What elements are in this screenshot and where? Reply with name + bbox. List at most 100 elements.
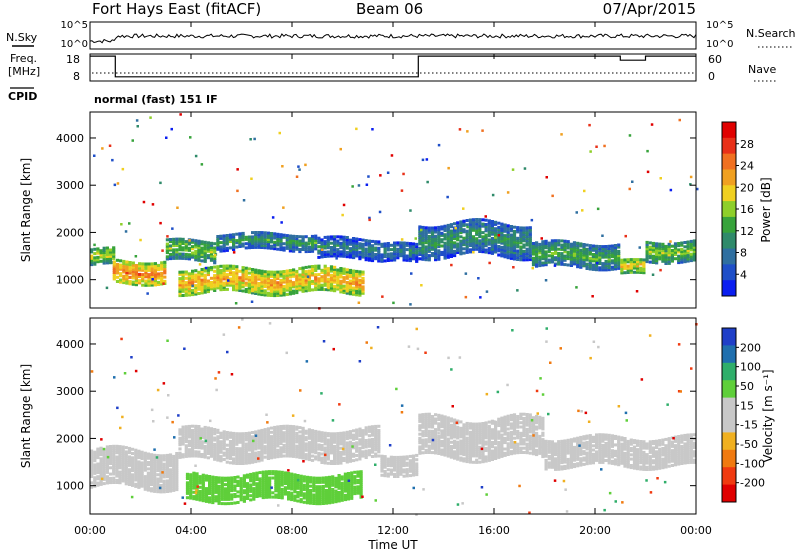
heatmap-cell <box>266 246 270 250</box>
heatmap-cell <box>337 495 341 499</box>
heatmap-cell <box>336 436 340 440</box>
heatmap-cell <box>134 482 138 486</box>
heatmap-cell <box>355 447 359 451</box>
heatmap-cell <box>661 247 665 250</box>
heatmap-cell <box>112 468 116 472</box>
heatmap-cell <box>314 457 318 461</box>
heatmap-cell <box>377 257 381 261</box>
heatmap-cell <box>424 236 428 240</box>
heatmap-cell <box>225 443 229 447</box>
heatmap-cell <box>669 188 673 192</box>
heatmap-cell <box>194 441 198 445</box>
heatmap-cell <box>159 454 163 458</box>
heatmap-cell <box>421 247 425 251</box>
heatmap-cell <box>340 486 344 490</box>
heatmap-cell <box>320 452 324 456</box>
heatmap-cell <box>680 250 684 253</box>
heatmap-cell <box>535 256 539 260</box>
heatmap-cell <box>427 235 431 238</box>
heatmap-cell <box>595 145 598 148</box>
heatmap-cell <box>192 490 196 494</box>
heatmap-cell <box>456 432 460 436</box>
heatmap-cell <box>194 243 198 247</box>
heatmap-cell <box>232 279 236 283</box>
heatmap-cell <box>494 237 498 241</box>
heatmap-cell <box>399 455 403 459</box>
heatmap-cell <box>223 495 227 499</box>
heatmap-cell <box>276 287 280 291</box>
heatmap-cell <box>187 253 191 257</box>
heatmap-cell <box>197 287 201 291</box>
heatmap-cell <box>206 285 210 289</box>
heatmap-cell <box>112 444 116 448</box>
heatmap-cell <box>222 445 226 449</box>
heatmap-cell <box>93 258 97 262</box>
heatmap-cell <box>118 472 122 476</box>
heatmap-cell <box>261 483 265 487</box>
heatmap-cell <box>337 482 341 486</box>
heatmap-cell <box>150 474 154 478</box>
heatmap-cell <box>393 254 397 258</box>
heatmap-cell <box>569 261 573 265</box>
heatmap-cell <box>298 267 302 271</box>
heatmap-cell <box>307 280 311 284</box>
heatmap-cell <box>336 455 340 459</box>
heatmap-cell <box>153 458 157 461</box>
heatmap-cell <box>509 252 513 256</box>
heatmap-cell <box>582 253 586 257</box>
heatmap-cell <box>374 427 378 430</box>
heatmap-cell <box>620 258 624 262</box>
heatmap-cell <box>191 280 195 284</box>
heatmap-cell <box>225 287 229 291</box>
heatmap-cell <box>159 484 163 487</box>
heatmap-cell <box>184 252 188 256</box>
heatmap-cell <box>500 245 504 249</box>
heatmap-cell <box>216 280 220 283</box>
heatmap-cell <box>112 264 116 268</box>
heatmap-cell <box>140 482 144 486</box>
heatmap-cell <box>298 434 302 438</box>
heatmap-cell <box>402 462 406 465</box>
heatmap-cell <box>203 451 207 455</box>
heatmap-cell <box>411 253 416 257</box>
heatmap-cell <box>276 429 280 433</box>
heatmap-cell <box>260 439 264 443</box>
heatmap-cell <box>342 452 346 456</box>
heatmap-cell <box>112 252 116 256</box>
heatmap-cell <box>348 268 352 272</box>
heatmap-cell <box>213 246 217 250</box>
heatmap-cell <box>255 484 259 488</box>
heatmap-cell <box>576 243 580 247</box>
heatmap-cell <box>200 287 204 291</box>
heatmap-cell <box>260 456 264 460</box>
heatmap-cell <box>260 239 264 243</box>
heatmap-cell <box>475 245 479 249</box>
heatmap-cell <box>329 280 334 284</box>
heatmap-cell <box>247 244 251 247</box>
heatmap-cell <box>252 472 256 476</box>
heatmap-cell <box>200 431 204 435</box>
heatmap-cell <box>254 239 258 243</box>
heatmap-cell <box>172 244 176 248</box>
heatmap-cell <box>236 168 239 171</box>
heatmap-cell <box>137 471 141 474</box>
heatmap-cell <box>233 476 237 479</box>
heatmap-cell <box>321 487 325 491</box>
heatmap-cell <box>189 486 193 489</box>
heatmap-cell <box>153 477 157 481</box>
heatmap-cell <box>112 453 116 457</box>
heatmap-cell <box>153 272 157 276</box>
heatmap-cell <box>317 281 321 285</box>
heatmap-cell <box>465 453 469 457</box>
heatmap-cell <box>206 430 210 434</box>
heatmap-cell <box>124 467 128 471</box>
heatmap-cell <box>119 274 123 278</box>
heatmap-cell <box>112 466 116 470</box>
heatmap-cell <box>184 283 188 287</box>
heatmap-cell <box>225 275 229 279</box>
heatmap-cell <box>102 482 106 486</box>
heatmap-cell <box>468 231 472 235</box>
heatmap-cell <box>608 244 612 248</box>
heatmap-cell <box>140 474 144 478</box>
heatmap-cell <box>380 244 384 248</box>
